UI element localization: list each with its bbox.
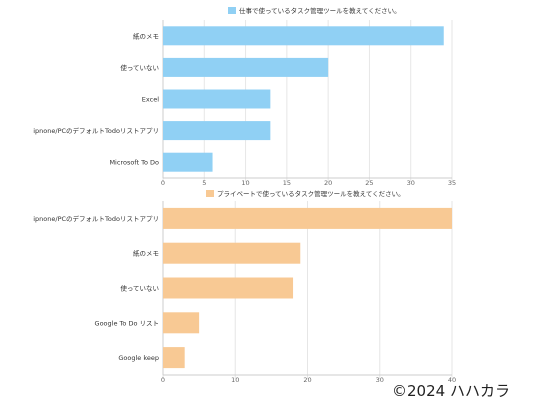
x-tick-label: 30 — [407, 179, 415, 187]
category-label: 紙のメモ — [133, 249, 159, 258]
bar — [163, 57, 329, 77]
category-label: Microsoft To Do — [109, 159, 159, 167]
x-tick-label: 5 — [202, 179, 206, 187]
category-label: 使っていない — [120, 284, 159, 293]
bar — [163, 89, 271, 109]
x-tick-label: 20 — [324, 179, 332, 187]
x-tick-label: 40 — [448, 376, 456, 384]
x-tick-label: 0 — [161, 376, 165, 384]
bar — [163, 121, 271, 141]
legend-label: 仕事で使っているタスク管理ツールを教えてください。 — [239, 6, 401, 15]
x-tick-label: 0 — [161, 179, 165, 187]
category-label: ipnone/PCのデフォルトTodoリストアプリ — [33, 126, 159, 135]
category-label: 使っていない — [120, 63, 159, 72]
x-tick-label: 30 — [376, 376, 384, 384]
bar — [163, 207, 452, 229]
private-tools-chart: プライベートで使っているタスク管理ツールを教えてください。 0 10 20 30 40 ip… — [33, 189, 456, 384]
x-tick-label: 10 — [241, 179, 249, 187]
bar — [163, 242, 301, 264]
x-tick-label: 15 — [283, 179, 291, 187]
bar — [163, 26, 444, 46]
legend-swatch — [228, 7, 236, 14]
bar — [163, 152, 213, 172]
legend-label: プライベートで使っているタスク管理ツールを教えてください。 — [217, 189, 405, 198]
x-tick-label: 35 — [448, 179, 456, 187]
category-label: 紙のメモ — [133, 31, 159, 40]
copyright-text: ©2024 ハハカラ — [392, 382, 510, 400]
x-tick-label: 20 — [303, 376, 311, 384]
category-label: Google keep — [118, 354, 159, 362]
work-tools-chart: 仕事で使っているタスク管理ツールを教えてください。 0 5 10 15 20 25 30 35 紙… — [33, 6, 456, 187]
bar — [163, 347, 185, 369]
bar — [163, 312, 200, 334]
category-label: Excel — [142, 96, 159, 104]
bar — [163, 277, 294, 299]
x-tick-label: 10 — [231, 376, 239, 384]
x-tick-label: 25 — [365, 179, 373, 187]
category-label: Google To Do リスト — [95, 319, 159, 327]
category-label: ipnone/PCのデフォルトTodoリストアプリ — [33, 214, 159, 223]
legend-swatch — [206, 190, 214, 197]
